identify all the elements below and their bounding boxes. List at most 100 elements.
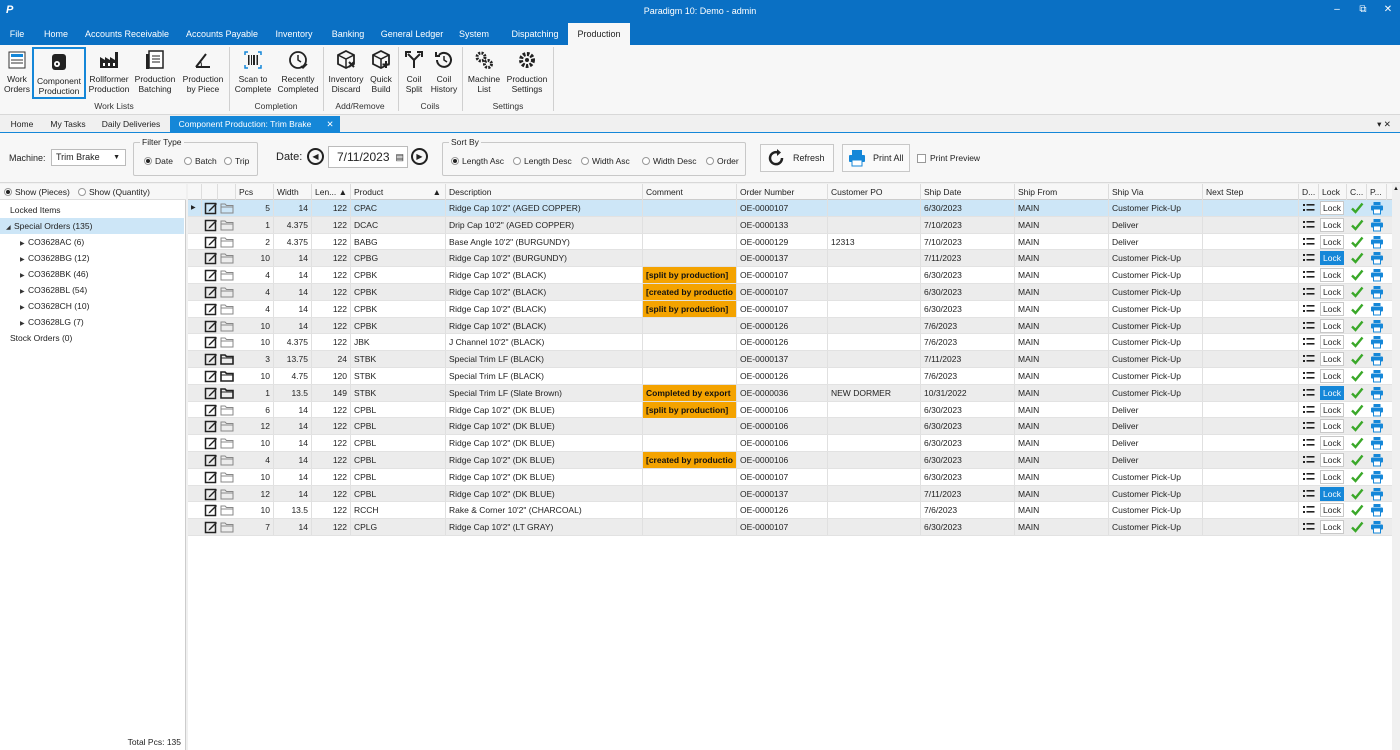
edit-icon[interactable] bbox=[204, 302, 218, 316]
folder-icon[interactable] bbox=[220, 520, 234, 534]
header-customer-po[interactable]: Customer PO bbox=[828, 184, 921, 200]
complete-check-icon[interactable] bbox=[1350, 235, 1364, 249]
folder-icon[interactable] bbox=[220, 470, 234, 484]
show-quantity-radio[interactable]: Show (Quantity) bbox=[78, 187, 150, 197]
doctab-daily-deliveries[interactable]: Daily Deliveries bbox=[101, 119, 161, 129]
header-next-step[interactable]: Next Step bbox=[1203, 184, 1299, 200]
edit-icon[interactable] bbox=[204, 352, 218, 366]
lock-button[interactable]: Lock bbox=[1320, 234, 1344, 249]
detail-list-icon[interactable] bbox=[1302, 335, 1316, 349]
print-icon[interactable] bbox=[1370, 520, 1384, 534]
header-description[interactable]: Description bbox=[446, 184, 643, 200]
print-icon[interactable] bbox=[1370, 285, 1384, 299]
collapse-arrow-icon[interactable]: ▶ bbox=[20, 241, 25, 247]
detail-list-icon[interactable] bbox=[1302, 386, 1316, 400]
show-pieces-radio[interactable]: Show (Pieces) bbox=[4, 187, 70, 197]
machine-select[interactable]: Trim Brake ▼ bbox=[51, 149, 126, 166]
date-next-button[interactable]: ▶ bbox=[411, 148, 428, 165]
table-row[interactable]: 6 14 122 CPBL Ridge Cap 10'2" (DK BLUE) [spli… bbox=[188, 401, 1392, 419]
detail-list-icon[interactable] bbox=[1302, 352, 1316, 366]
table-row[interactable]: 2 4.375 122 BABG Base Angle 10'2" (BURGUNDY)… bbox=[188, 233, 1392, 251]
date-prev-button[interactable]: ◀ bbox=[307, 148, 324, 165]
tree-item[interactable]: ▶ CO3628CH (10) bbox=[0, 298, 184, 314]
print-preview-checkbox[interactable]: Print Preview bbox=[917, 153, 980, 163]
detail-list-icon[interactable] bbox=[1302, 419, 1316, 433]
print-icon[interactable] bbox=[1370, 335, 1384, 349]
print-icon[interactable] bbox=[1370, 319, 1384, 333]
complete-check-icon[interactable] bbox=[1350, 403, 1364, 417]
lock-button[interactable]: Lock bbox=[1320, 385, 1344, 400]
edit-icon[interactable] bbox=[204, 436, 218, 450]
edit-icon[interactable] bbox=[204, 201, 218, 215]
lock-button[interactable]: Lock bbox=[1320, 285, 1344, 299]
filter-batch-radio[interactable]: Batch bbox=[184, 156, 217, 166]
folder-icon[interactable] bbox=[220, 268, 234, 282]
machine-list-button[interactable]: Machine List bbox=[465, 47, 503, 99]
edit-icon[interactable] bbox=[204, 419, 218, 433]
coil-history-button[interactable]: Coil History bbox=[428, 47, 460, 99]
sort-order-radio[interactable]: Order bbox=[706, 156, 739, 166]
sort-length-asc-radio[interactable]: Length Asc bbox=[451, 156, 504, 166]
lock-button[interactable]: Lock bbox=[1320, 251, 1344, 266]
table-row[interactable]: 10 4.375 122 JBK J Channel 10'2" (BLACK) OE-0… bbox=[188, 334, 1392, 352]
print-icon[interactable] bbox=[1370, 453, 1384, 467]
production-settings-button[interactable]: Production Settings bbox=[504, 47, 550, 99]
edit-icon[interactable] bbox=[204, 453, 218, 467]
header-ship-date[interactable]: Ship Date bbox=[921, 184, 1015, 200]
detail-list-icon[interactable] bbox=[1302, 520, 1316, 534]
tree-item[interactable]: ▶ CO3628BK (46) bbox=[0, 266, 184, 282]
lock-button[interactable]: Lock bbox=[1320, 486, 1344, 501]
complete-check-icon[interactable] bbox=[1350, 218, 1364, 232]
print-icon[interactable] bbox=[1370, 369, 1384, 383]
detail-list-icon[interactable] bbox=[1302, 302, 1316, 316]
table-row[interactable]: ▶ 5 14 122 CPAC Ridge Cap 10'2" (AGED COPPER)… bbox=[188, 200, 1392, 217]
table-row[interactable]: 12 14 122 CPBL Ridge Cap 10'2" (DK BLUE) OE-0… bbox=[188, 418, 1392, 436]
print-icon[interactable] bbox=[1370, 403, 1384, 417]
lock-button[interactable]: Lock bbox=[1320, 318, 1344, 333]
print-icon[interactable] bbox=[1370, 503, 1384, 517]
folder-icon[interactable] bbox=[220, 335, 234, 349]
detail-list-icon[interactable] bbox=[1302, 285, 1316, 299]
edit-icon[interactable] bbox=[204, 235, 218, 249]
header-pcs[interactable]: Pcs bbox=[236, 184, 274, 200]
table-row[interactable]: 4 14 122 CPBL Ridge Cap 10'2" (DK BLUE) [crea… bbox=[188, 452, 1392, 469]
print-icon[interactable] bbox=[1370, 251, 1384, 265]
sort-length-desc-radio[interactable]: Length Desc bbox=[513, 156, 572, 166]
print-icon[interactable] bbox=[1370, 436, 1384, 450]
tree-item[interactable]: ▶ CO3628LG (7) bbox=[0, 314, 184, 330]
folder-icon[interactable] bbox=[220, 235, 234, 249]
detail-list-icon[interactable] bbox=[1302, 453, 1316, 467]
tree-item[interactable]: ▶ CO3628AC (6) bbox=[0, 234, 184, 250]
scroll-up-icon[interactable]: ▲ bbox=[1393, 186, 1399, 192]
header-product[interactable]: Product ▲ bbox=[351, 184, 446, 200]
complete-check-icon[interactable] bbox=[1350, 453, 1364, 467]
table-row[interactable]: 12 14 122 CPBL Ridge Cap 10'2" (DK BLUE) OE-0… bbox=[188, 485, 1392, 503]
header-detail[interactable]: D... bbox=[1299, 184, 1319, 200]
folder-icon[interactable] bbox=[220, 285, 234, 299]
lock-button[interactable]: Lock bbox=[1320, 369, 1344, 383]
complete-check-icon[interactable] bbox=[1350, 319, 1364, 333]
table-row[interactable]: 4 14 122 CPBK Ridge Cap 10'2" (BLACK) [split … bbox=[188, 267, 1392, 284]
folder-icon[interactable] bbox=[220, 419, 234, 433]
table-row[interactable]: 10 14 122 CPBG Ridge Cap 10'2" (BURGUNDY) OE-… bbox=[188, 250, 1392, 268]
grid-vertical-scrollbar[interactable]: ▲ bbox=[1392, 184, 1400, 750]
doctab-my-tasks[interactable]: My Tasks bbox=[50, 119, 86, 129]
expand-arrow-icon[interactable]: ◢ bbox=[6, 225, 11, 231]
folder-icon[interactable] bbox=[220, 487, 234, 501]
print-icon[interactable] bbox=[1370, 302, 1384, 316]
lock-button[interactable]: Lock bbox=[1320, 453, 1344, 467]
table-row[interactable]: 10 13.5 122 RCCH Rake & Corner 10'2" (CHARCO… bbox=[188, 502, 1392, 520]
header-ship-from[interactable]: Ship From bbox=[1015, 184, 1109, 200]
header-print[interactable]: P... bbox=[1367, 184, 1387, 200]
lock-button[interactable]: Lock bbox=[1320, 402, 1344, 417]
complete-check-icon[interactable] bbox=[1350, 251, 1364, 265]
table-row[interactable]: 10 4.75 120 STBK Special Trim LF (BLACK) OE-0… bbox=[188, 368, 1392, 385]
collapse-arrow-icon[interactable]: ▶ bbox=[20, 305, 25, 311]
sort-width-desc-radio[interactable]: Width Desc bbox=[642, 156, 696, 166]
menu-banking[interactable]: Banking bbox=[331, 29, 365, 39]
header-ship-via[interactable]: Ship Via bbox=[1109, 184, 1203, 200]
lock-button[interactable]: Lock bbox=[1320, 201, 1344, 215]
table-row[interactable]: 3 13.75 24 STBK Special Trim LF (BLACK) OE-00… bbox=[188, 351, 1392, 368]
edit-icon[interactable] bbox=[204, 268, 218, 282]
folder-icon[interactable] bbox=[220, 436, 234, 450]
